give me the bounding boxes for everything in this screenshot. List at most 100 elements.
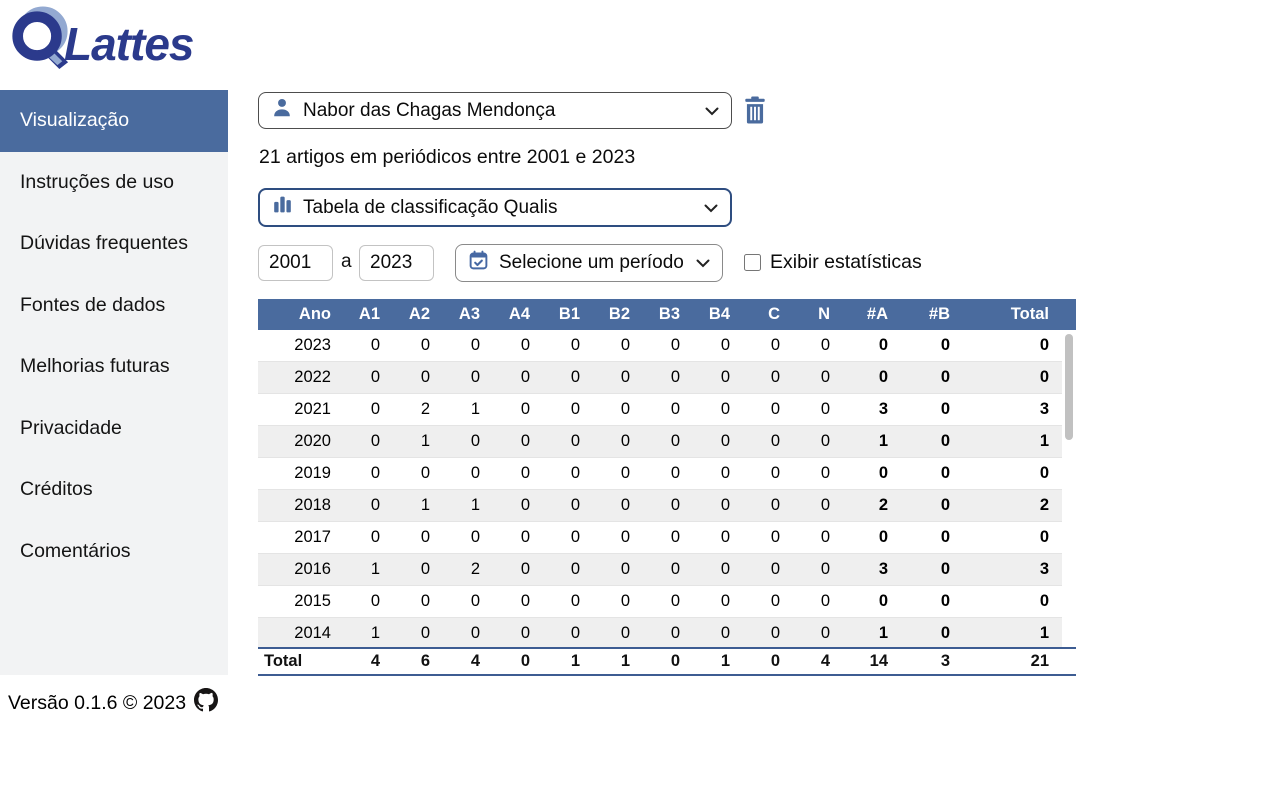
column-header: B2 [608,305,630,323]
publication-summary: 21 artigos em periódicos entre 2001 e 20… [259,146,636,168]
sidebar-item[interactable]: Créditos [20,478,93,501]
sidebar-item[interactable]: Comentários [20,539,131,562]
period-select[interactable]: Selecione um período [455,244,723,282]
column-header: A3 [458,305,480,323]
table-header-row: Ano A1 A2 A3 A4 B1 B2 B3 B4 C N #A #B Total [258,299,1062,330]
value-cell: 0 [593,617,643,647]
total-value-cell: 4 [820,652,830,670]
value-cell: 2 [443,553,493,586]
value-cell: 0 [393,330,443,362]
value-cell: 0 [593,553,643,586]
value-cell: 0 [393,553,443,586]
year-cell: 2014 [258,617,343,647]
total-value-cell: 4 [370,652,380,670]
value-cell: 0 [393,457,443,490]
year-cell: 2018 [258,489,343,522]
total-value-cell: 6 [420,652,430,670]
value-cell: 0 [693,393,743,426]
value-cell: 0 [593,330,643,362]
github-icon[interactable] [194,688,219,718]
value-cell: 0 [343,330,393,362]
table-row: 2022 0 0 0 0 0 0 0 0 0 0 0 0 0 [258,361,1062,394]
value-cell: 0 [693,489,743,522]
value-cell: 0 [793,425,843,458]
value-cell: 0 [443,457,493,490]
view-select[interactable]: Tabela de classificação Qualis [258,188,732,227]
value-cell: 0 [343,361,393,394]
value-cell: 0 [901,425,963,458]
sidebar-item[interactable]: Instruções de uso [20,170,174,193]
value-cell: 0 [543,489,593,522]
value-cell: 0 [963,521,1062,554]
total-value-cell: 4 [470,652,480,670]
value-cell: 0 [493,585,543,618]
value-cell: 0 [643,521,693,554]
stats-checkbox[interactable] [744,254,761,271]
value-cell: 0 [793,330,843,362]
value-cell: 0 [443,617,493,647]
stats-checkbox-label[interactable]: Exibir estatísticas [770,251,922,273]
period-select-value: Selecione um período [499,252,684,273]
value-cell: 0 [901,393,963,426]
total-value-cell: 1 [620,652,630,670]
table-body: 2023 0 0 0 0 0 0 0 0 0 0 0 0 0 2022 0 0 0 0 0 0 0 0 0 0 0 0 0 2021 0 2… [258,330,1062,647]
year-separator-label: a [341,251,352,272]
stats-toggle: Exibir estatísticas [744,251,922,274]
value-cell: 3 [843,393,901,426]
bar-chart-icon [272,194,293,221]
cv-select[interactable]: Nabor das Chagas Mendonça [258,92,732,129]
value-cell: 0 [843,521,901,554]
table-scrollbar-track[interactable] [1062,330,1076,647]
value-cell: 0 [543,330,593,362]
table-row: 2021 0 2 1 0 0 0 0 0 0 0 3 0 3 [258,393,1062,426]
total-value-cell: 0 [770,652,780,670]
value-cell: 0 [901,361,963,394]
year-to-input[interactable] [359,245,434,281]
delete-cv-button[interactable] [741,96,769,126]
value-cell: 0 [493,521,543,554]
sidebar-item[interactable]: Melhorias futuras [20,355,170,378]
value-cell: 3 [843,553,901,586]
table-scrollbar-thumb[interactable] [1065,334,1073,440]
value-cell: 0 [793,361,843,394]
value-cell: 0 [393,585,443,618]
qlattes-q-icon [8,6,70,75]
value-cell: 0 [693,521,743,554]
value-cell: 0 [593,489,643,522]
year-from-input[interactable] [258,245,333,281]
year-cell: 2021 [258,393,343,426]
sidebar-item[interactable]: Dúvidas frequentes [20,232,189,255]
value-cell: 0 [793,585,843,618]
value-cell: 0 [493,393,543,426]
table-row: 2019 0 0 0 0 0 0 0 0 0 0 0 0 0 [258,457,1062,490]
qualis-table: Ano A1 A2 A3 A4 B1 B2 B3 B4 C N #A #B Total 2023 0 0 0 0 0… [258,299,1076,676]
column-header: A4 [508,305,530,323]
version-footer: Versão 0.1.6 © 2023 [8,688,219,718]
value-cell: 0 [963,457,1062,490]
total-value-cell: 1 [720,652,730,670]
sidebar-item[interactable]: Privacidade [20,416,122,439]
value-cell: 0 [743,361,793,394]
chevron-down-icon [704,197,718,219]
value-cell: 0 [393,361,443,394]
value-cell: 0 [343,457,393,490]
table-scroll-area[interactable]: 2023 0 0 0 0 0 0 0 0 0 0 0 0 0 2022 0 0 0 0 0 0 0 0 0 0 0 0 0 2021 0 2… [258,330,1076,647]
table-total-row-container: Total 4 6 4 0 1 1 0 1 0 4 14 3 21 [258,647,1076,676]
value-cell: 0 [343,489,393,522]
column-header: C [768,305,780,323]
value-cell: 0 [593,521,643,554]
value-cell: 0 [743,425,793,458]
value-cell: 0 [643,361,693,394]
chevron-down-icon [705,100,719,122]
year-cell: 2017 [258,521,343,554]
year-cell: 2016 [258,553,343,586]
value-cell: 0 [963,361,1062,394]
value-cell: 0 [643,393,693,426]
sidebar-item[interactable]: Visualização [0,90,228,152]
value-cell: 0 [493,361,543,394]
year-cell: 2019 [258,457,343,490]
cv-select-value: Nabor das Chagas Mendonça [303,99,556,121]
value-cell: 0 [543,425,593,458]
sidebar-item[interactable]: Fontes de dados [20,293,166,316]
value-cell: 0 [643,489,693,522]
